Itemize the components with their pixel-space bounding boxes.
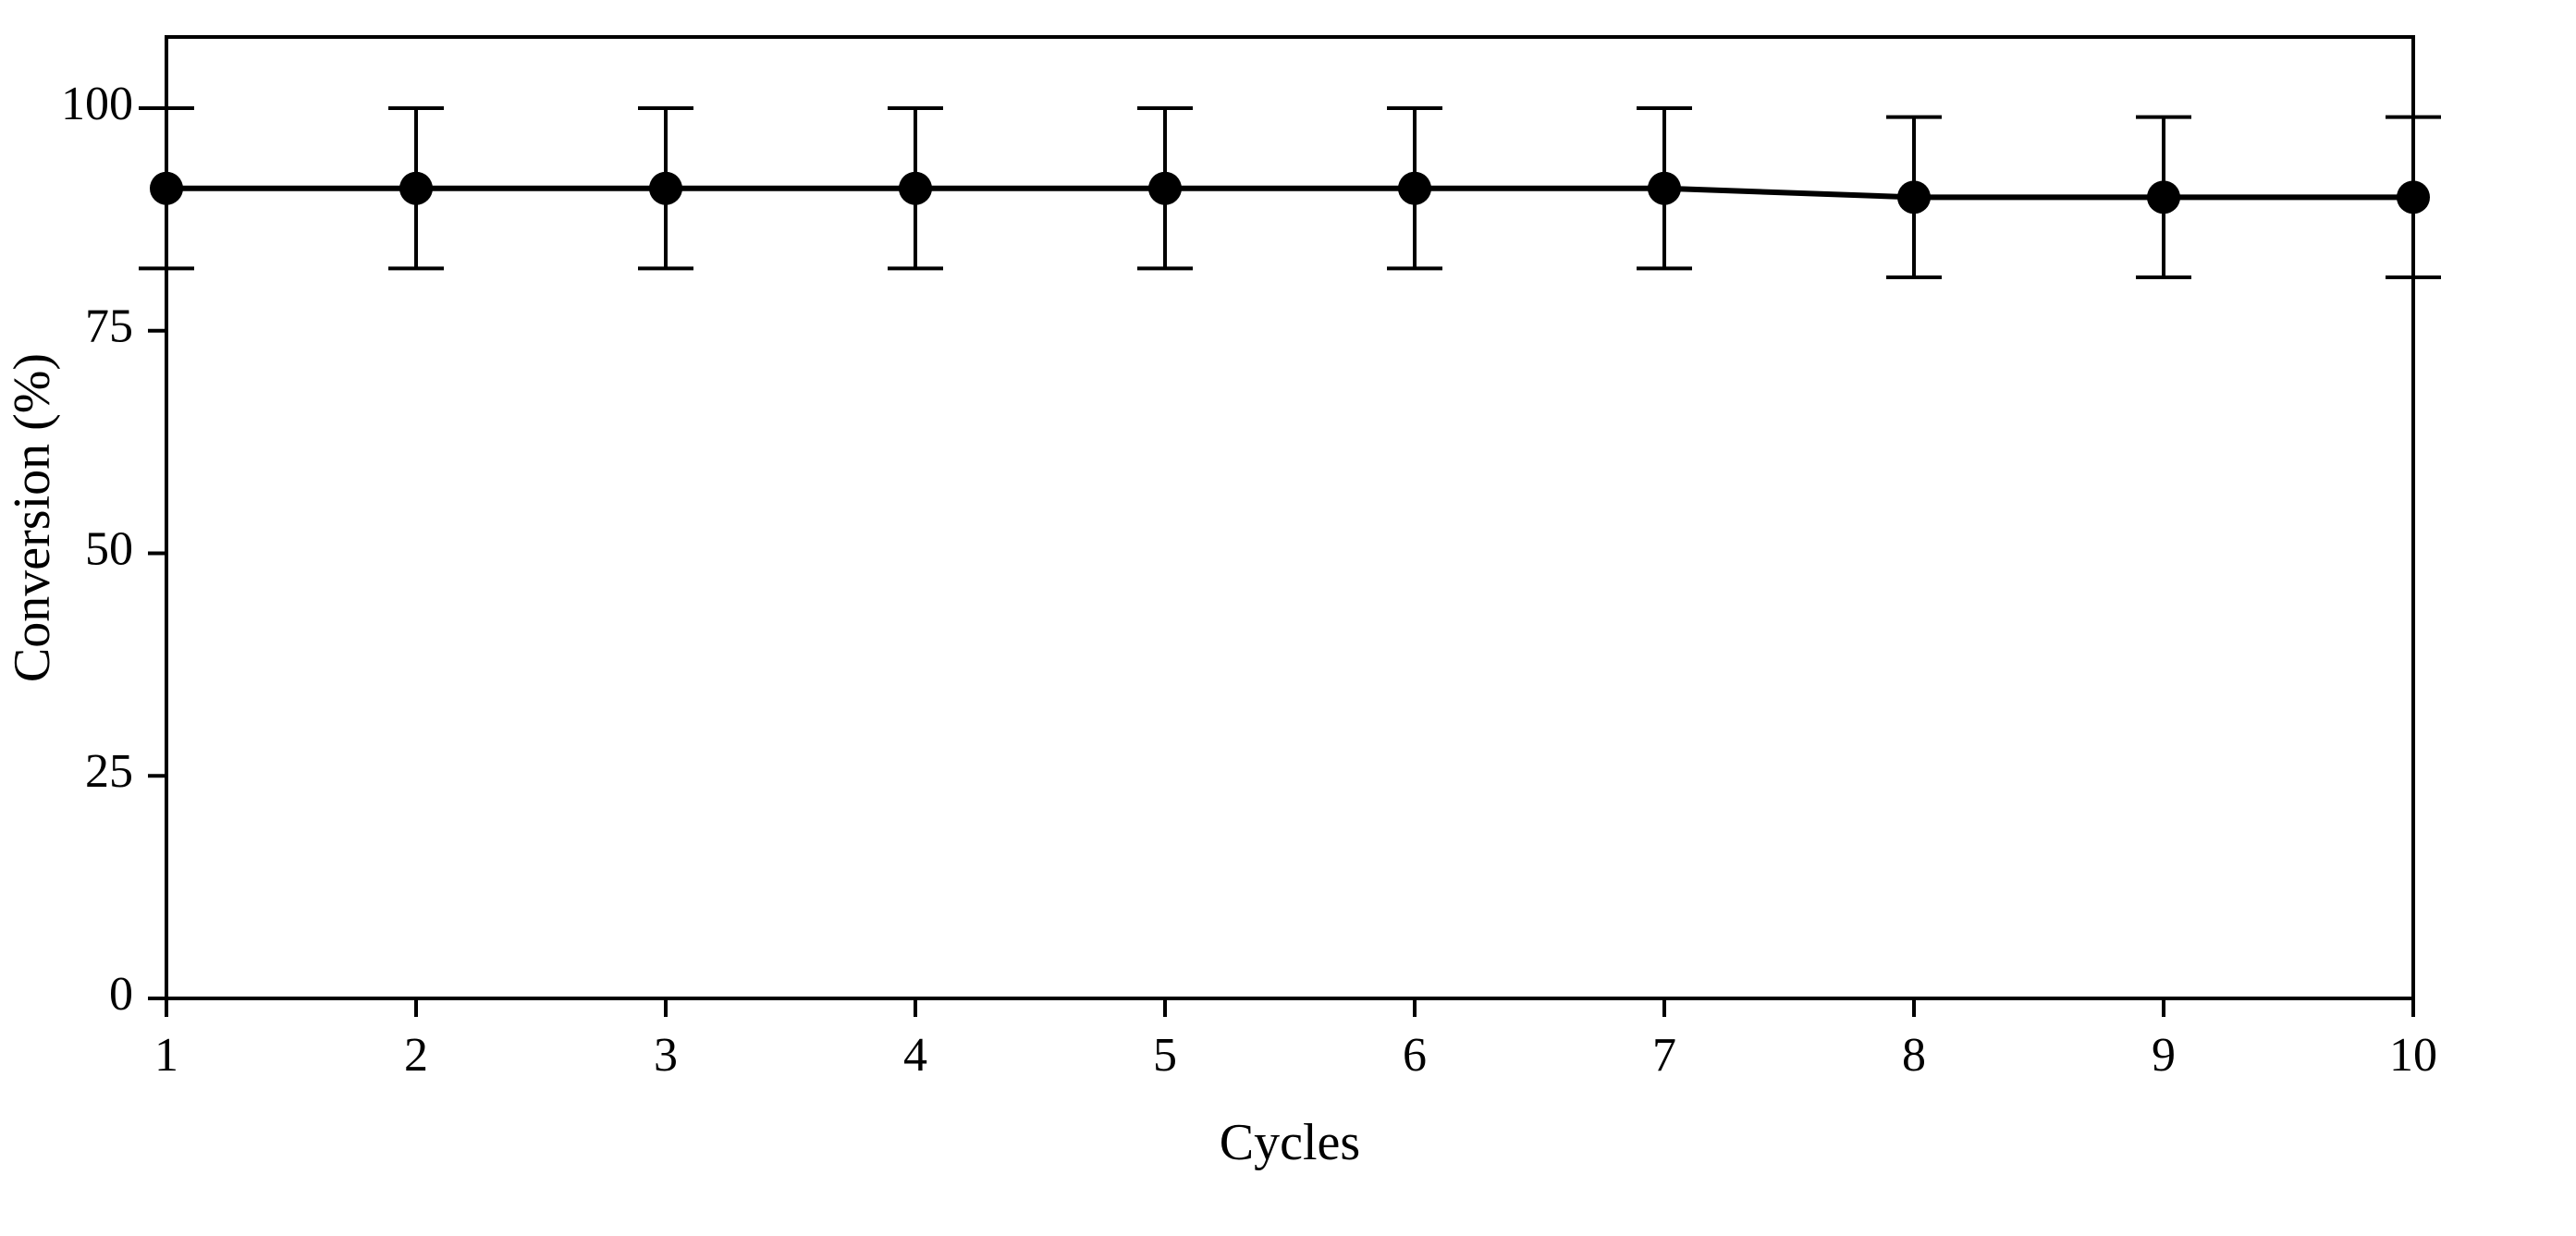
conversion-cycles-chart: 0 25 50 75 100 1 2 3 4 5 6 7 8 9 10 Conversion (%) Cycle… [0, 0, 2576, 1236]
data-point [1148, 172, 1182, 205]
chart-container: 0 25 50 75 100 1 2 3 4 5 6 7 8 9 10 Conversion (%) Cycle… [0, 0, 2576, 1236]
y-tick-label: 100 [61, 78, 133, 130]
x-tick-label: 2 [404, 1029, 428, 1082]
x-tick-label: 1 [154, 1029, 178, 1082]
data-point [150, 172, 183, 205]
data-point [399, 172, 433, 205]
y-tick-label: 75 [85, 300, 133, 353]
y-axis-label: Conversion (%) [4, 353, 61, 682]
data-point [1648, 172, 1681, 205]
x-tick-label: 3 [654, 1029, 678, 1082]
data-point [899, 172, 932, 205]
y-tick-label: 0 [109, 968, 133, 1021]
data-point [1398, 172, 1431, 205]
x-tick-label: 5 [1153, 1029, 1177, 1082]
y-tick-label: 50 [85, 522, 133, 575]
data-point [649, 172, 682, 205]
x-tick-label: 10 [2389, 1029, 2437, 1082]
x-axis-label: Cycles [1220, 1114, 1360, 1171]
data-point [1897, 180, 1931, 214]
x-tick-label: 7 [1652, 1029, 1676, 1082]
data-point [2147, 180, 2180, 214]
data-point [2397, 180, 2430, 214]
y-tick-label: 25 [85, 745, 133, 798]
x-tick-label: 9 [2152, 1029, 2176, 1082]
x-tick-label: 8 [1902, 1029, 1926, 1082]
x-tick-label: 6 [1403, 1029, 1427, 1082]
x-tick-label: 4 [903, 1029, 927, 1082]
